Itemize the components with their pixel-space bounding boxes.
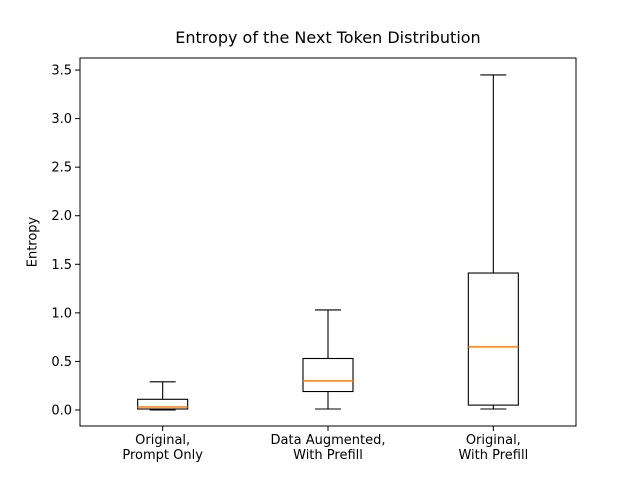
y-tick-label: 0.5 [51, 355, 72, 370]
x-tick-label: Original, Prompt Only [122, 433, 203, 463]
y-axis-label: Entropy [25, 216, 41, 268]
y-tick-label: 2.5 [51, 161, 72, 176]
x-tick-label: Data Augmented, With Prefill [271, 433, 386, 463]
y-tick-label: 0.0 [51, 403, 72, 418]
iqr-box [137, 398, 189, 410]
y-tick-label: 1.0 [51, 306, 72, 321]
y-tick-label: 1.5 [51, 258, 72, 273]
axes-frame [79, 57, 577, 427]
y-tick-label: 3.0 [51, 112, 72, 127]
y-tick-label: 2.0 [51, 209, 72, 224]
chart-title: Entropy of the Next Token Distribution [175, 28, 481, 47]
iqr-box [467, 272, 519, 406]
iqr-box [302, 357, 354, 393]
x-tick-label: Original, With Prefill [458, 433, 528, 463]
y-tick-label: 3.5 [51, 64, 72, 79]
